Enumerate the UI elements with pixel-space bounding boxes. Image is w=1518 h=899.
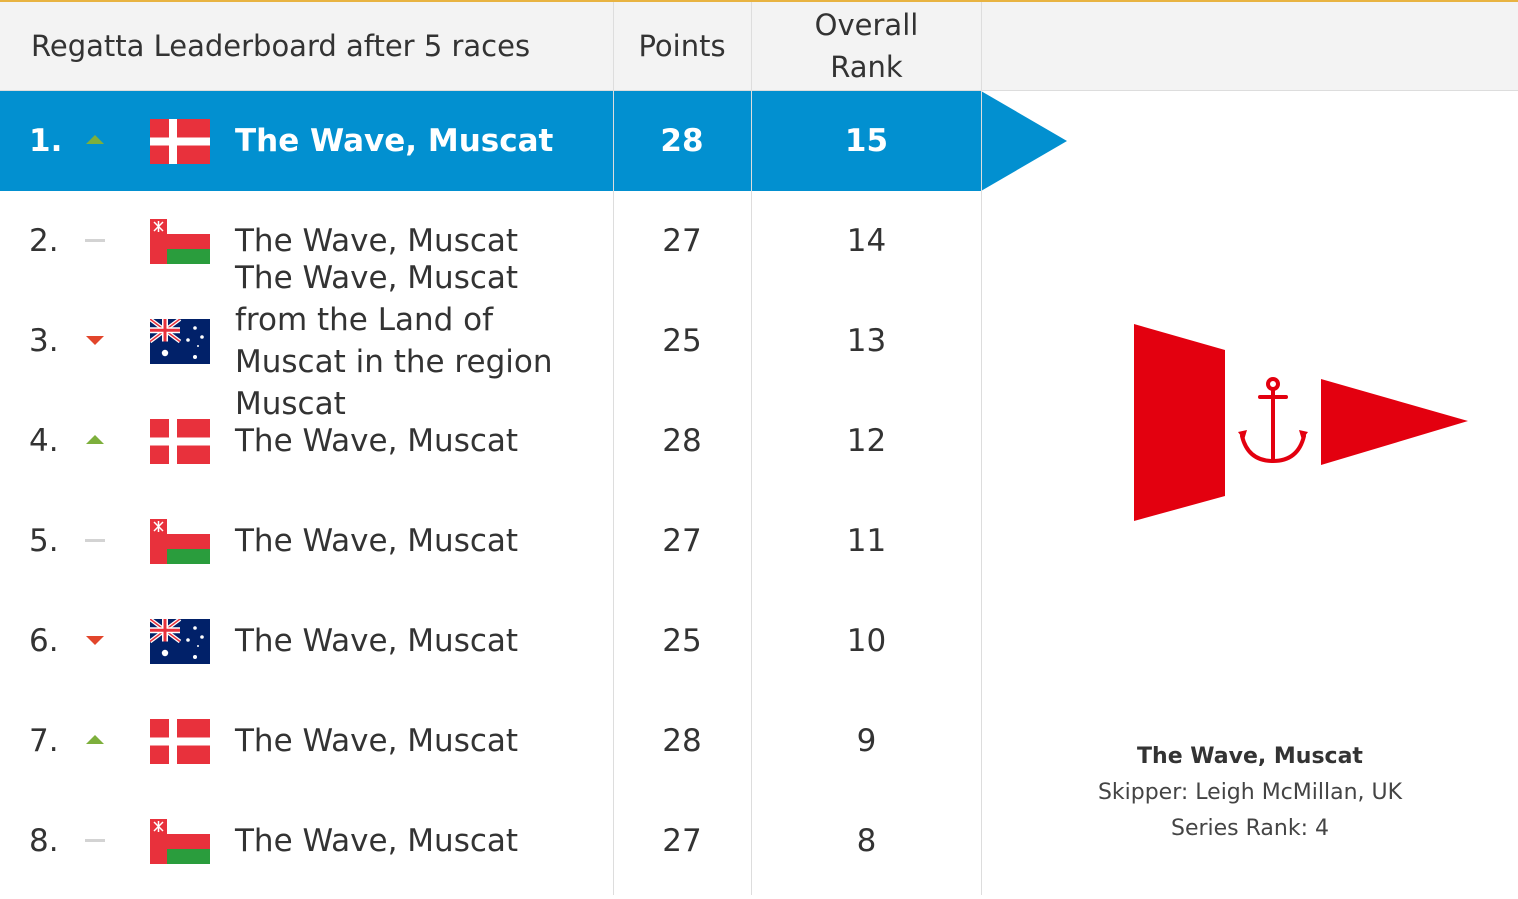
overall-rank-value: 8 (856, 823, 877, 859)
trend-up-icon (85, 131, 105, 151)
skipper-text: Skipper: Leigh McMillan, UK (1097, 780, 1403, 805)
boat-name: The Wave, Muscat (235, 523, 519, 559)
leaderboard-row[interactable]: 2. The Wave, Muscat 27 14 (0, 191, 981, 291)
trend-up-icon (85, 731, 105, 751)
boat-info: The Wave, Muscat Skipper: Leigh McMillan… (982, 739, 1518, 847)
points-value: 27 (662, 823, 702, 859)
trend-down-icon (85, 331, 105, 351)
leaderboard-title: Regatta Leaderboard after 5 races (31, 29, 531, 63)
leaderboard-header: Regatta Leaderboard after 5 races Points… (0, 2, 1518, 91)
position-number: 7. (29, 723, 59, 759)
leaderboard-row[interactable]: 6. The Wave, Muscat 25 10 (0, 591, 981, 691)
trend-same-icon (85, 231, 105, 251)
overall-rank-value: 13 (846, 323, 887, 359)
leaderboard-row[interactable]: 7. The Wave, Muscat 28 9 (0, 691, 981, 791)
leaderboard-row[interactable]: 8. The Wave, Muscat 27 8 (0, 791, 981, 891)
boat-detail-panel: The Wave, Muscat Skipper: Leigh McMillan… (982, 91, 1518, 895)
boat-name: The Wave, Muscat from the Land of Muscat… (235, 260, 553, 422)
points-value: 27 (662, 523, 702, 559)
boat-name: The Wave, Muscat (235, 623, 519, 659)
trend-down-icon (85, 631, 105, 651)
top-accent-line (0, 0, 1518, 2)
series-rank-text: Series Rank: 4 (1170, 816, 1330, 841)
position-number: 4. (29, 423, 59, 459)
boat-name: The Wave, Muscat (235, 823, 519, 859)
oman-flag (150, 219, 210, 264)
points-column-header[interactable]: Points (638, 29, 726, 63)
position-number: 3. (29, 323, 59, 359)
points-value: 25 (662, 623, 702, 659)
trend-same-icon (85, 531, 105, 551)
position-number: 2. (29, 223, 59, 259)
trend-same-icon (85, 831, 105, 851)
overall-rank-value: 15 (844, 123, 889, 159)
leaderboard-row[interactable]: 5. The Wave, Muscat 27 11 (0, 491, 981, 591)
boat-name: The Wave, Muscat (235, 223, 519, 259)
oman-flag (150, 519, 210, 564)
points-value: 27 (662, 223, 702, 259)
boat-name: The Wave, Muscat (235, 123, 554, 159)
denmark-flag (150, 719, 210, 764)
leaderboard-row[interactable]: 4. The Wave, Muscat 28 12 (0, 391, 981, 491)
anchor-burgee-icon (1134, 324, 1468, 521)
overall-rank-value: 14 (846, 223, 887, 259)
points-value: 25 (662, 323, 702, 359)
position-number: 6. (29, 623, 59, 659)
column-divider (613, 2, 614, 895)
position-number: 5. (29, 523, 59, 559)
position-number: 8. (29, 823, 59, 859)
australia-flag (150, 619, 210, 664)
overall-rank-column-header[interactable]: Overall Rank (814, 8, 919, 84)
selected-row-pointer (981, 91, 1067, 191)
overall-rank-value: 11 (846, 523, 887, 559)
australia-flag (150, 319, 210, 364)
oman-flag (150, 819, 210, 864)
boat-name: The Wave, Muscat (235, 723, 519, 759)
column-divider (981, 2, 982, 895)
overall-rank-value: 10 (846, 623, 887, 659)
overall-rank-value: 12 (846, 423, 887, 459)
denmark-flag (150, 119, 210, 164)
position-number: 1. (29, 123, 63, 159)
trend-up-icon (85, 431, 105, 451)
boat-name: The Wave, Muscat (235, 423, 519, 459)
points-value: 28 (662, 423, 702, 459)
denmark-flag (150, 419, 210, 464)
leaderboard-row[interactable]: 1. The Wave, Muscat 28 15 (0, 91, 1067, 191)
leaderboard-row[interactable]: 3. The Wave, Muscat from the Land of Musc… (0, 260, 981, 422)
column-divider (751, 2, 752, 895)
points-value: 28 (660, 123, 704, 159)
boat-name: The Wave, Muscat (1137, 744, 1363, 769)
overall-rank-value: 9 (856, 723, 877, 759)
points-value: 28 (662, 723, 702, 759)
